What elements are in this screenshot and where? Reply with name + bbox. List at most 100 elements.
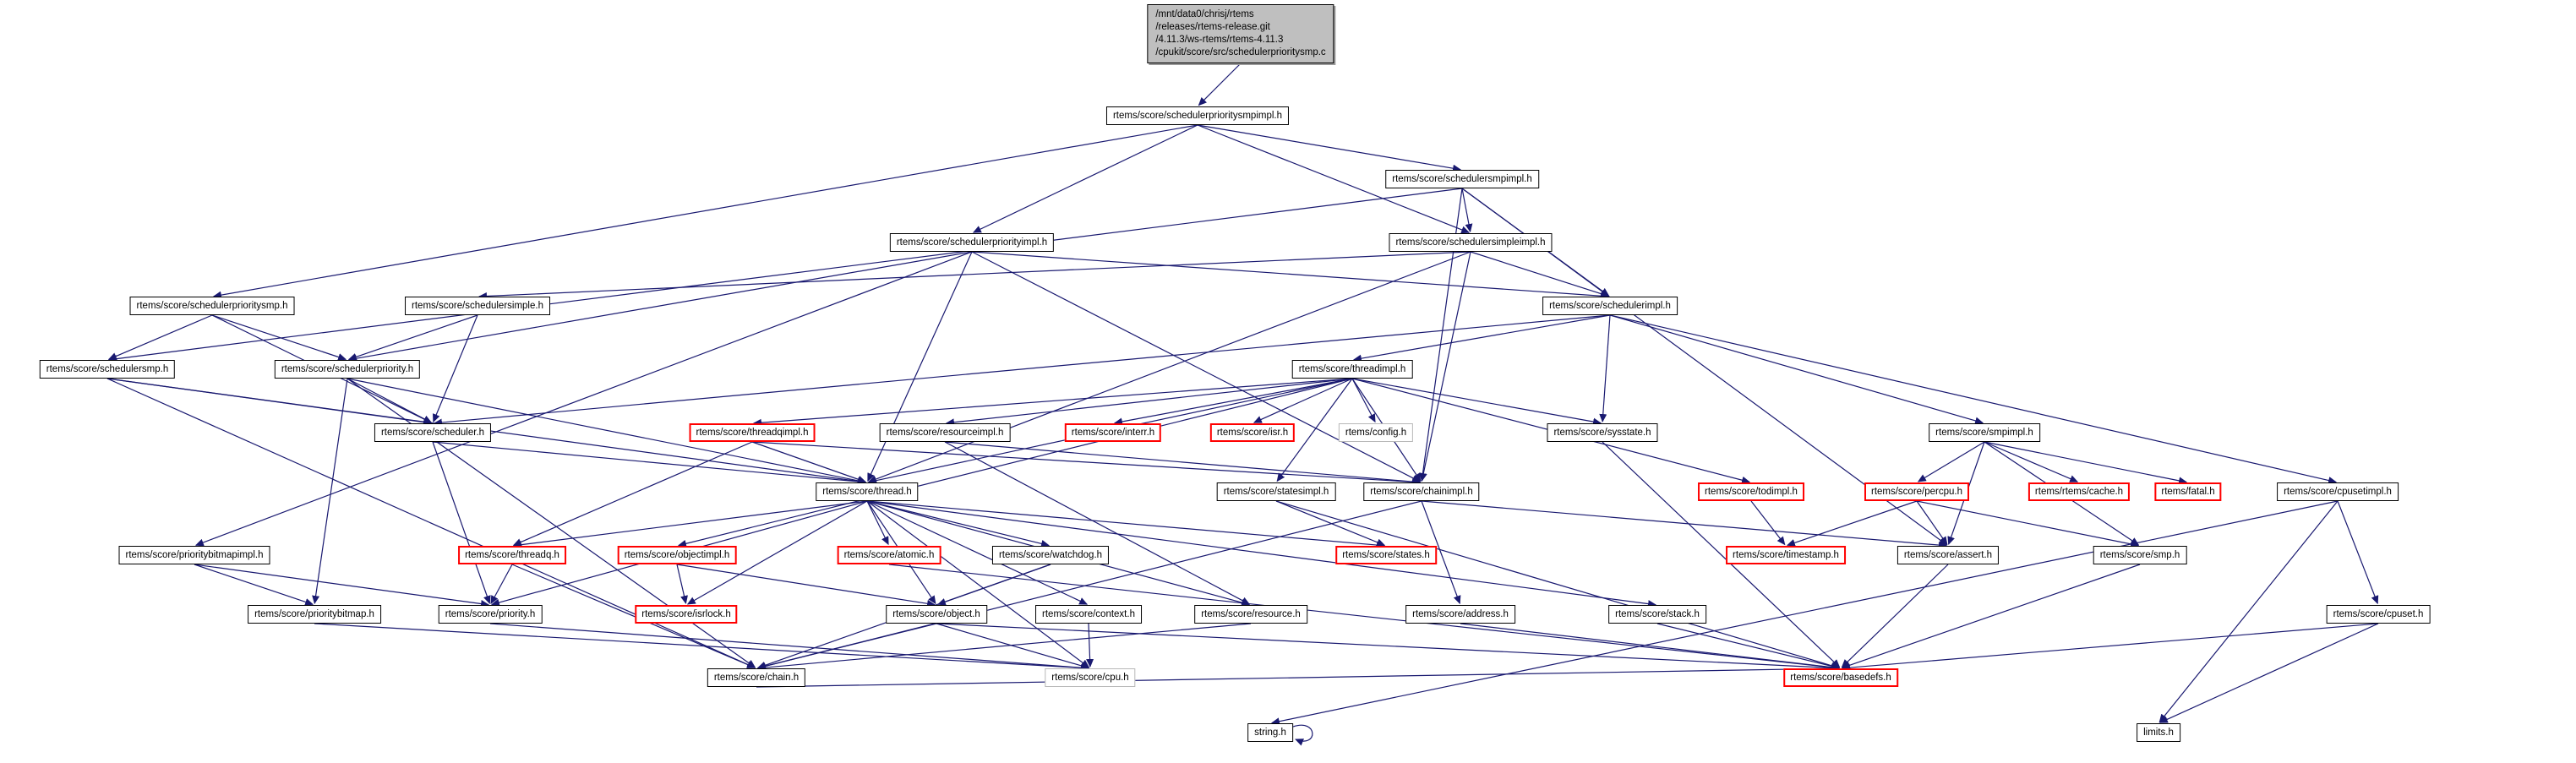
graph-node-ssmpi[interactable]: rtems/score/schedulersmpimpl.h [1385,170,1539,189]
graph-node-timestamp[interactable]: rtems/score/timestamp.h [1726,546,1846,565]
graph-node-ssmp[interactable]: rtems/score/schedulersmp.h [39,360,176,379]
graph-node-spsi[interactable]: rtems/score/schedulerprioritysmpimpl.h [1105,106,1290,126]
graph-node-config[interactable]: rtems/config.h [1338,423,1414,443]
graph-node-sched[interactable]: rtems/score/scheduler.h [374,423,492,443]
graph-node-object[interactable]: rtems/score/object.h [886,605,987,624]
include-edge-simp-cpusetimpl [1609,314,2338,484]
graph-node-string[interactable]: string.h [1247,723,1293,743]
include-edge-simp-sched [433,314,1611,427]
graph-node-todimpl[interactable]: rtems/score/todimpl.h [1698,482,1804,502]
root-path-line: /releases/rtems-release.git [1155,21,1270,32]
include-edge-sysstate-basedefs [1602,441,1841,668]
graph-node-sp[interactable]: rtems/score/schedulerpriority.h [274,360,421,379]
graph-node-atomic[interactable]: rtems/score/atomic.h [837,546,941,565]
graph-node-cpusetimpl[interactable]: rtems/score/cpusetimpl.h [2277,482,2399,502]
graph-node-smpimpl[interactable]: rtems/score/smpimpl.h [1929,423,2040,443]
graph-node-context[interactable]: rtems/score/context.h [1035,605,1142,624]
include-edge-cpusetimpl-cpuset [2337,500,2379,605]
graph-node-pbm[interactable]: rtems/score/prioritybitmap.h [248,605,381,624]
include-edge-assert-basedefs [1841,564,1949,668]
graph-node-resource[interactable]: rtems/score/resource.h [1194,605,1307,624]
graph-node-rimpl[interactable]: rtems/score/resourceimpl.h [879,423,1011,443]
include-edge-object-chain [756,623,937,670]
include-edge-ssmpi-ssimpi [1461,188,1473,233]
include-edge-cpuset-basedefs [1841,623,2379,672]
graph-node-cpuset[interactable]: rtems/score/cpuset.h [2326,605,2431,624]
include-edge-thread-context [866,500,1089,605]
include-edge-spsi-ssmpi [1197,124,1462,172]
include-edge-statesimpl-states [1275,500,1386,547]
include-edge-thread-threadq [512,500,868,549]
graph-node-thread[interactable]: rtems/score/thread.h [816,482,919,502]
include-edge-threadq-chain [511,564,756,668]
include-edge-percpu-timestamp [1786,500,1918,547]
graph-node-sysstate[interactable]: rtems/score/sysstate.h [1547,423,1658,443]
include-edge-pbmimpl-pbm [194,564,314,606]
include-edge-sps-sp [211,314,347,361]
graph-node-simp[interactable]: rtems/score/schedulerimpl.h [1542,297,1678,316]
graph-node-isrlock[interactable]: rtems/score/isrlock.h [635,605,738,624]
graph-node-cache[interactable]: rtems/rtems/cache.h [2028,482,2131,502]
graph-node-cpu[interactable]: rtems/score/cpu.h [1045,668,1136,688]
graph-node-stack[interactable]: rtems/score/stack.h [1608,605,1706,624]
include-edge-sp-sched [347,378,433,423]
root-path-line: /4.11.3/ws-rtems/rtems-4.11.3 [1155,34,1284,45]
graph-node-ssimpi[interactable]: rtems/score/schedulersimpleimpl.h [1389,233,1553,253]
include-edge-object-basedefs [936,623,1841,672]
include-edge-thread-states [866,500,1386,549]
graph-node-statesimpl[interactable]: rtems/score/statesimpl.h [1216,482,1336,502]
include-edge-simp-timpl [1352,314,1611,362]
graph-node-watchdog[interactable]: rtems/score/watchdog.h [991,546,1110,565]
include-edge-ssimpi-simp [1470,251,1610,297]
include-edge-ssim-sp [347,314,478,361]
include-edge-smp-basedefs [1841,564,2141,669]
graph-node-sps[interactable]: rtems/score/schedulerprioritysmp.h [129,297,295,316]
graph-node-threadq[interactable]: rtems/score/threadq.h [458,546,566,565]
include-edge-self-string [1292,724,1313,746]
include-edge-ssmpi-chainimpl [1419,188,1463,482]
graph-node-chainimpl[interactable]: rtems/score/chainimpl.h [1363,482,1480,502]
graph-node-fatal[interactable]: rtems/fatal.h [2154,482,2222,502]
include-edge-timpl-statesimpl [1276,378,1353,482]
root-path-line: /cpukit/score/src/schedulerprioritysmp.c [1155,46,1326,57]
include-edge-spsi-spi [972,124,1198,233]
graph-node-objectimpl[interactable]: rtems/score/objectimpl.h [617,546,737,565]
graph-node-ssim[interactable]: rtems/score/schedulersimple.h [405,297,550,316]
include-edge-root-spsi [1198,63,1242,106]
include-edge-priority-cpu [489,623,1090,672]
graph-node-percpu[interactable]: rtems/score/percpu.h [1864,482,1970,502]
graph-node-smp[interactable]: rtems/score/smp.h [2093,546,2187,565]
graph-node-limits[interactable]: limits.h [2137,723,2180,743]
include-edge-chainimpl-address [1421,500,1461,605]
graph-node-interr[interactable]: rtems/score/interr.h [1064,423,1162,443]
graph-node-assert[interactable]: rtems/score/assert.h [1897,546,2000,565]
include-edge-ssimpi-chainimpl [1419,251,1471,482]
include-edge-chain-basedefs [756,664,1841,688]
include-edge-thread-isrlock [686,500,868,605]
graph-node-priority[interactable]: rtems/score/priority.h [438,605,543,624]
include-edge-thread-stack [866,500,1657,608]
graph-node-chain[interactable]: rtems/score/chain.h [707,668,806,688]
graph-node-address[interactable]: rtems/score/address.h [1405,605,1515,624]
graph-node-root-source-file[interactable]: /mnt/data0/chrisj/rtems /releases/rtems-… [1147,4,1334,63]
include-edge-smpimpl-fatal [1984,441,2188,485]
include-edge-percpu-smp [1916,500,2140,548]
graph-node-pbmimpl[interactable]: rtems/score/prioritybitmapimpl.h [118,546,270,565]
include-edge-address-basedefs [1460,623,1841,672]
include-edge-spi-thread [867,251,973,482]
graph-node-basedefs[interactable]: rtems/score/basedefs.h [1783,668,1898,688]
graph-node-spi[interactable]: rtems/score/schedulerpriorityimpl.h [889,233,1055,253]
include-edge-todimpl-timestamp [1750,500,1786,546]
include-edge-statesimpl-basedefs [1275,500,1841,670]
include-edge-timpl-config [1351,378,1376,423]
include-edge-timpl-rimpl [945,378,1353,427]
include-edge-spsi-sps [212,124,1198,299]
include-edge-timpl-tqimpl [752,378,1353,427]
graph-node-timpl[interactable]: rtems/score/threadimpl.h [1291,360,1413,379]
graph-node-states[interactable]: rtems/score/states.h [1335,546,1437,565]
graph-node-isr[interactable]: rtems/score/isr.h [1209,423,1296,443]
include-edge-simp-sysstate [1599,314,1611,423]
graph-node-tqimpl[interactable]: rtems/score/threadqimpl.h [689,423,816,443]
